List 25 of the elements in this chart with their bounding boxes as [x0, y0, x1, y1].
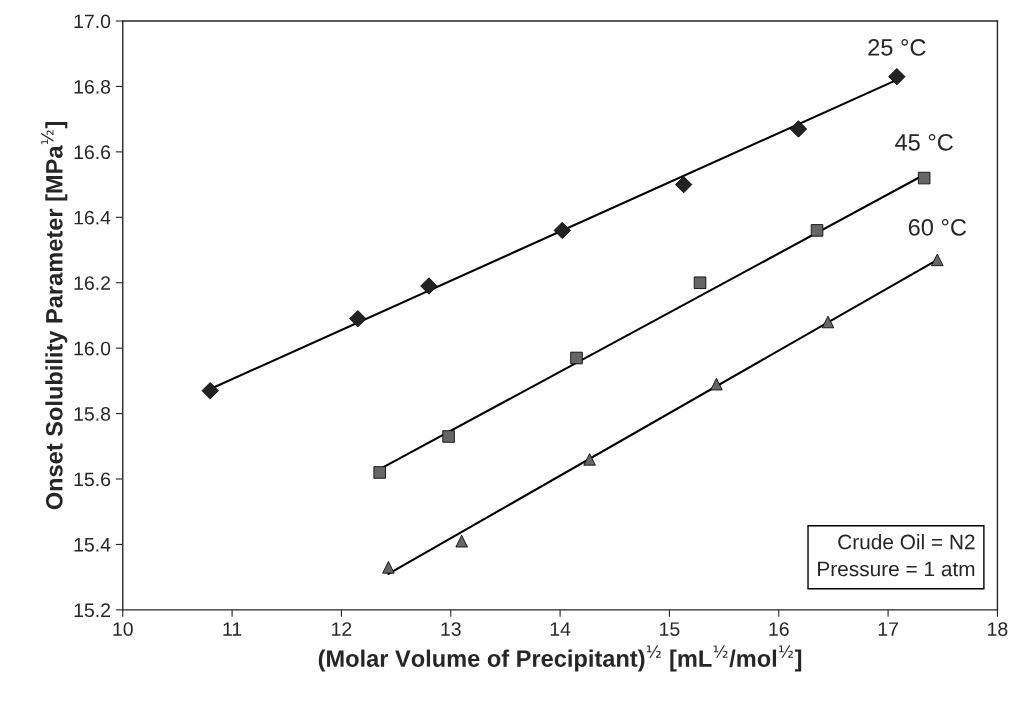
y-tick-label: 17.0 [74, 14, 111, 29]
x-tick-label: 16 [769, 622, 789, 636]
x-tick-label: 17 [878, 622, 898, 636]
y-tick-label: 16.8 [74, 79, 111, 94]
y-tick-label: 16.0 [74, 341, 111, 356]
y-axis-title: Onset Solubility Parameter [MPa$^{½}$] [41, 122, 68, 510]
y-tick-label: 16.4 [74, 210, 111, 225]
x-axis-title: (Molar Volume of Precipitant)$^{½}$ [mL$^{½}$/mol$^{½}$] [318, 645, 802, 672]
annotation: Crude Oil = N2 Pressure = 1 atm [818, 534, 975, 577]
annotation: 45 °C [895, 133, 953, 151]
y-tick-label: 15.2 [74, 603, 110, 618]
y-tick-label: 15.6 [74, 472, 111, 487]
x-tick-label: 10 [113, 622, 133, 636]
y-tick-label: 15.8 [74, 407, 111, 421]
x-tick-label: 18 [988, 622, 1008, 636]
x-tick-label: 11 [223, 622, 242, 636]
y-tick-label: 16.2 [74, 276, 110, 290]
x-tick-label: 12 [332, 622, 352, 636]
annotation: 25 °C [868, 39, 926, 56]
x-tick-label: 15 [660, 622, 680, 636]
y-tick-label: 15.4 [74, 538, 111, 552]
y-tick-label: 16.6 [74, 145, 111, 160]
x-tick-label: 14 [550, 622, 571, 636]
annotation: 60 °C [908, 219, 967, 236]
x-tick-label: 13 [441, 622, 461, 636]
